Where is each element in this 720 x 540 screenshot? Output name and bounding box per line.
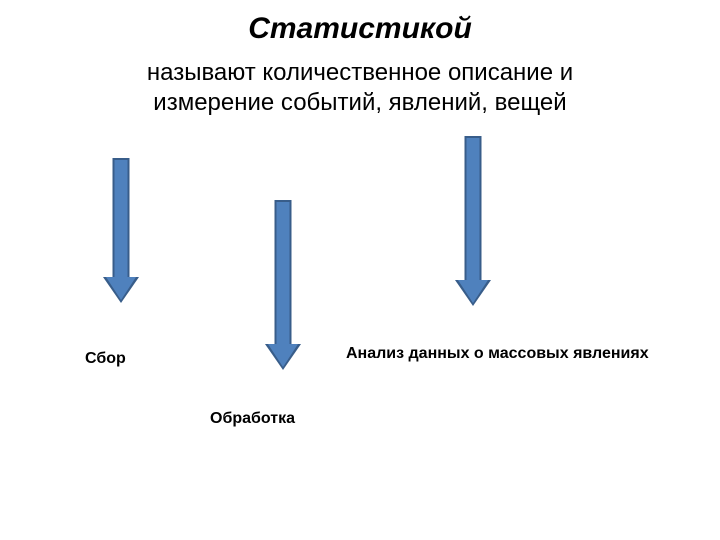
arrow-head-fill (268, 344, 298, 370)
arrow-head-fill (458, 280, 488, 306)
title-text: Статистикой (248, 12, 472, 45)
page-title: Статистикой (0, 12, 720, 46)
down-arrow-1 (103, 158, 139, 303)
subtitle-text: называют количественное описание иизмере… (147, 59, 573, 116)
down-arrow-3 (455, 136, 491, 306)
arrow-shaft (113, 158, 130, 277)
diagram-label-3: Анализ данных о массовых явлениях (346, 345, 649, 363)
down-arrow-2 (265, 200, 301, 370)
arrow-shaft (465, 136, 482, 280)
arrow-shaft (275, 200, 292, 344)
arrow-head-fill (106, 277, 136, 303)
diagram-label-1: Сбор (85, 350, 126, 368)
diagram-label-2: Обработка (210, 410, 295, 428)
page-subtitle: называют количественное описание иизмере… (0, 58, 720, 118)
